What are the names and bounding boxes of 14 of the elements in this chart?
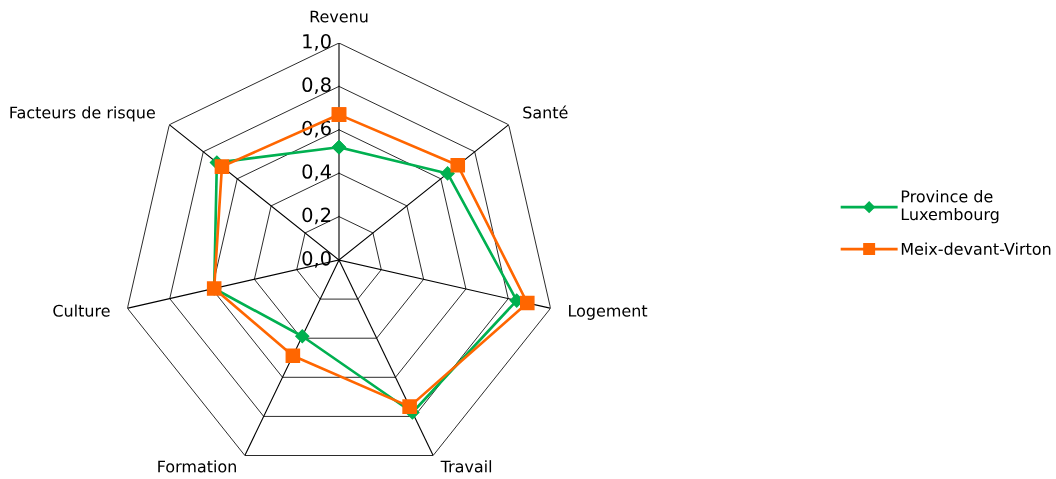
spoke-label: Travail <box>440 460 492 473</box>
legend-label: Meix-devant-Virton <box>901 242 1051 255</box>
y-tick-label: 0,8 <box>302 77 331 95</box>
y-tick-label: 0,4 <box>302 164 331 181</box>
spoke-label: Santé <box>523 105 568 119</box>
spoke-label: Facteurs de risque <box>10 106 155 122</box>
spoke-label: Logement <box>569 304 648 320</box>
y-tick-label: 0,2 <box>302 207 331 225</box>
spoke-label: Formation <box>158 460 236 473</box>
spoke-label: Culture <box>53 304 110 317</box>
legend-label: Province de Luxembourg <box>901 190 999 224</box>
y-tick-label: 0,0 <box>302 250 331 268</box>
y-tick-label: 1,0 <box>303 33 331 51</box>
spoke-label: Revenu <box>310 10 368 23</box>
